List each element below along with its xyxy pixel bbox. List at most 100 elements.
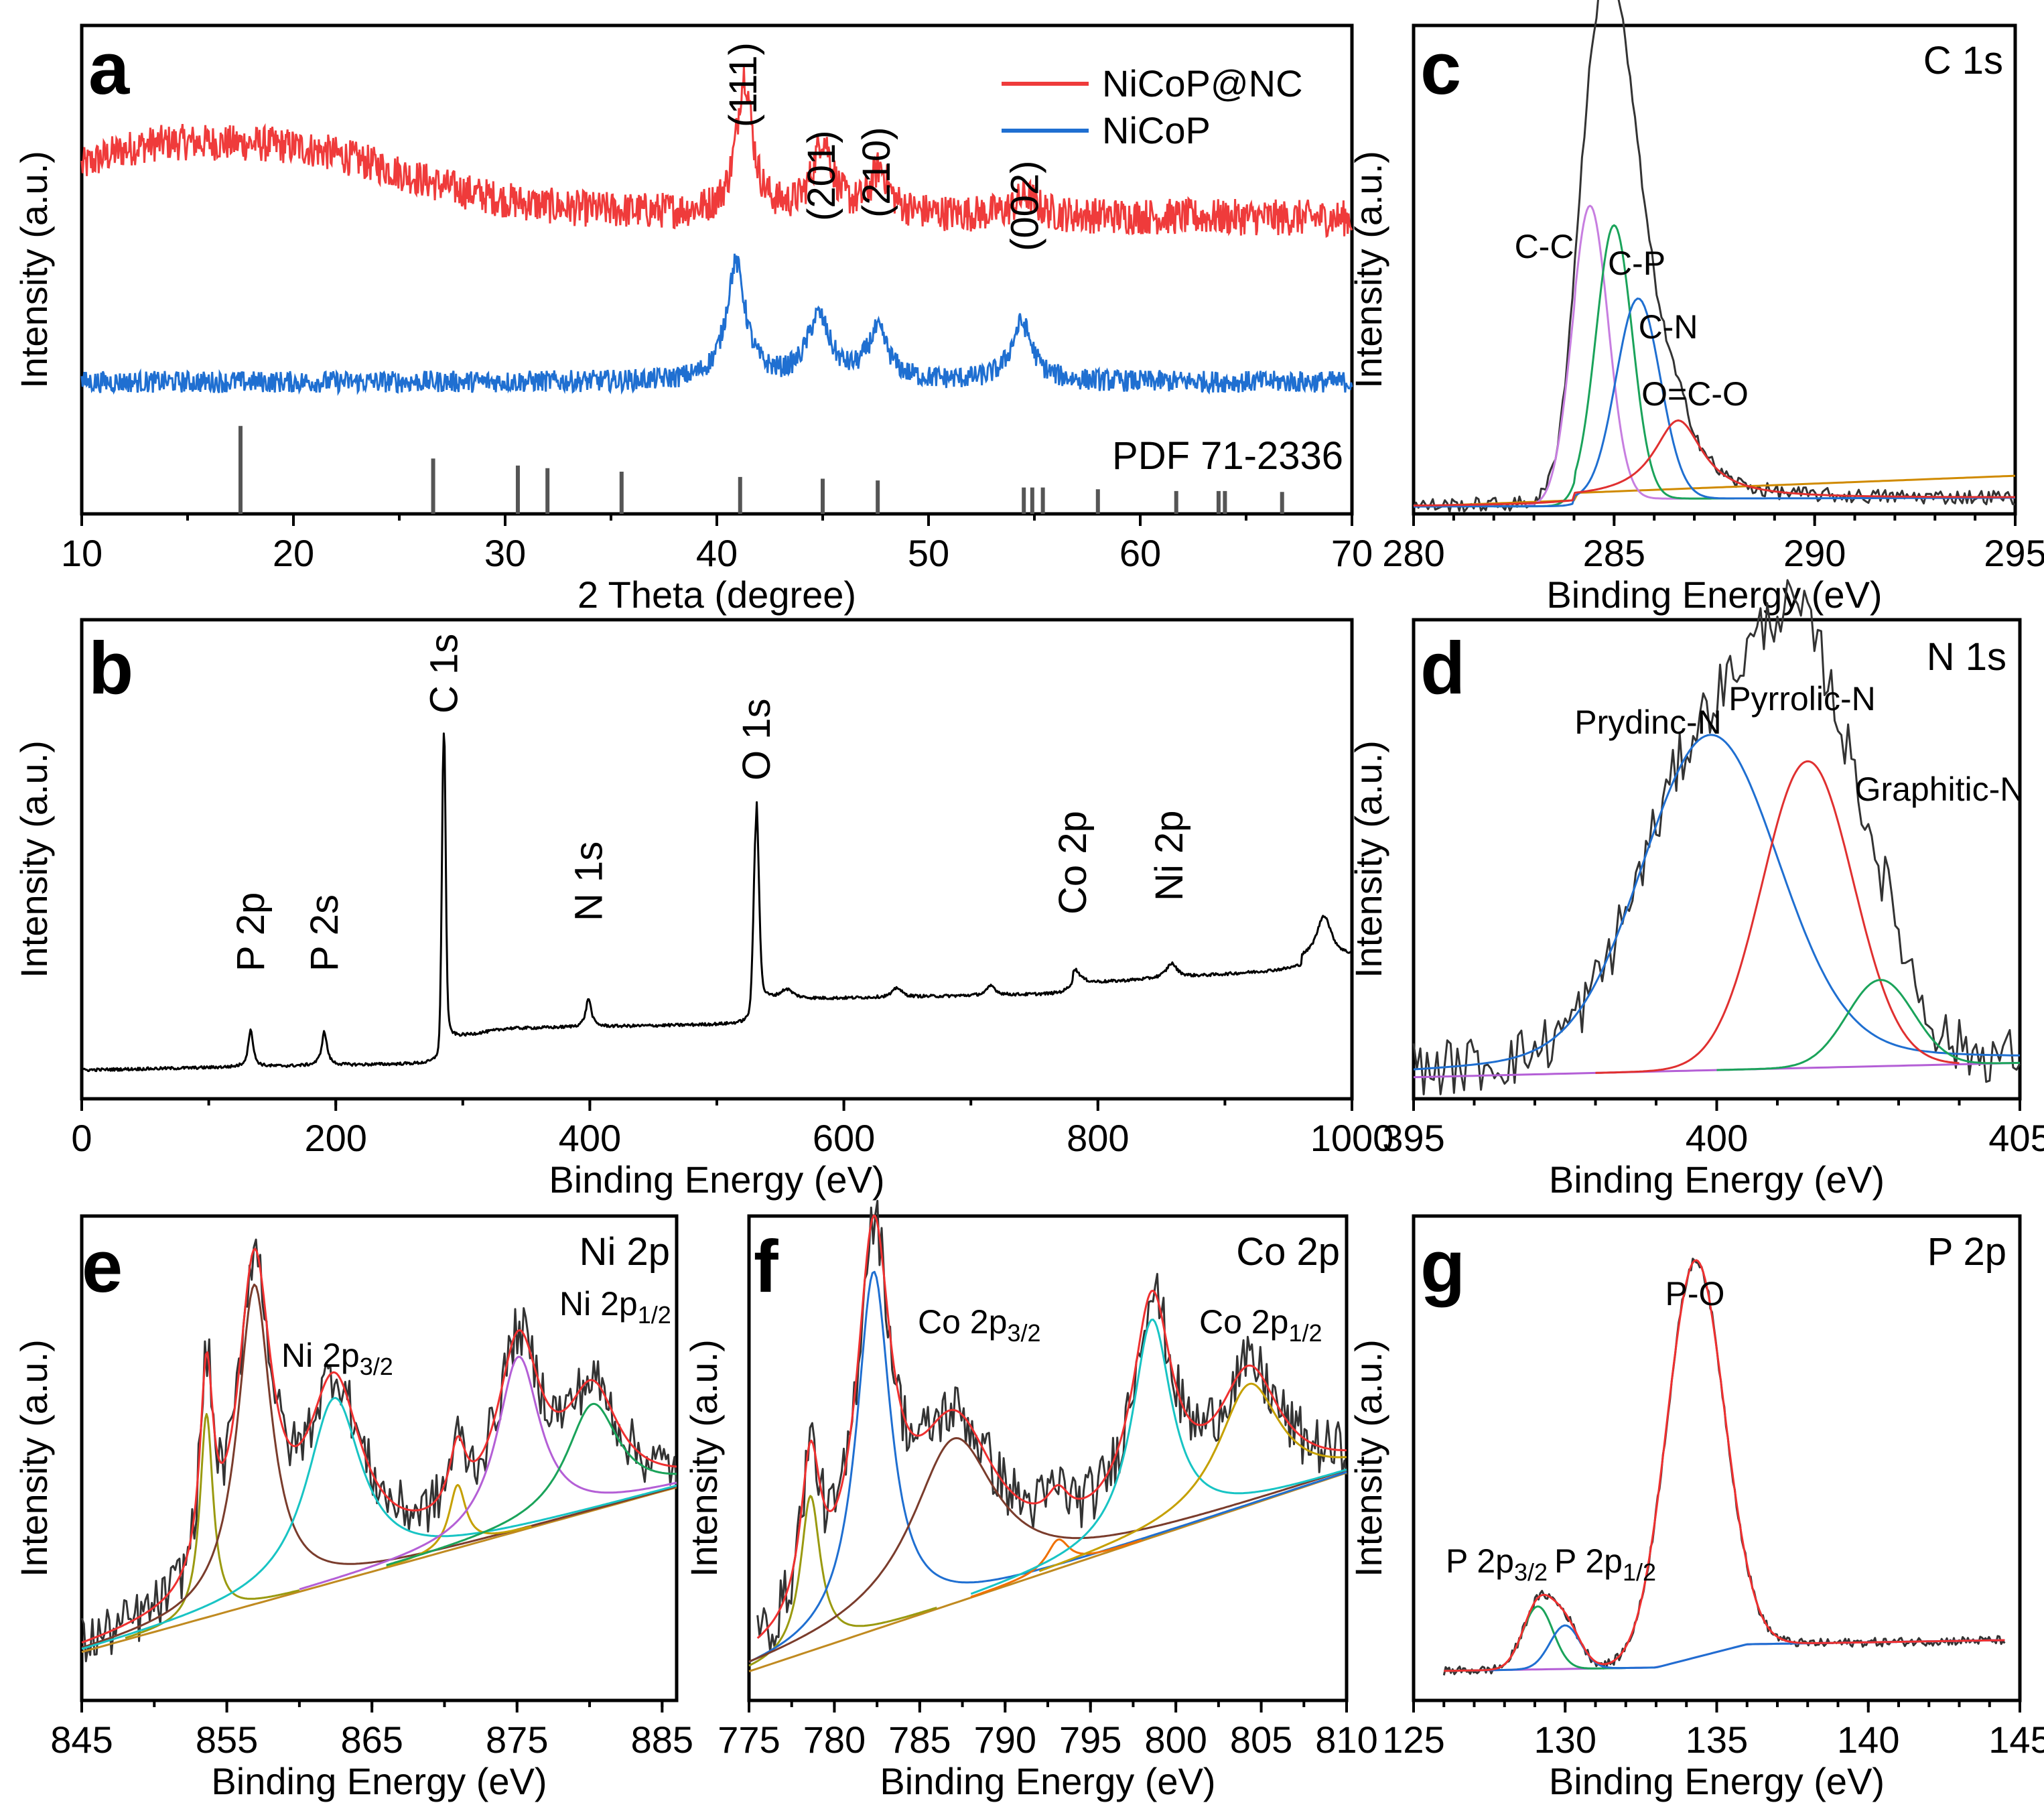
y-axis-title: Intensity (a.u.) — [13, 151, 55, 389]
x-tick-label: 10 — [61, 532, 103, 574]
component-line — [1038, 1382, 1347, 1572]
baseline-line — [748, 1471, 1347, 1673]
x-tick-label: 30 — [484, 532, 526, 574]
x-tick-label: 70 — [1331, 532, 1373, 574]
x-axis-title: Binding Energy (eV) — [549, 1158, 884, 1201]
y-axis-title: Intensity (a.u.) — [13, 1339, 55, 1577]
x-axis-title: Binding Energy (eV) — [211, 1760, 547, 1802]
panel-letter-e: e — [82, 1225, 123, 1308]
panel-title: N 1s — [1927, 635, 2006, 679]
x-tick-label: 795 — [1059, 1719, 1121, 1761]
x-tick-label: 785 — [888, 1719, 951, 1761]
component-label: O=C-O — [1641, 375, 1749, 413]
annotation-co-2p-3-2: Co 2p3/2 — [918, 1303, 1040, 1347]
legend-label: NiCoP — [1102, 109, 1211, 151]
annotation-p-2p-1-2: P 2p1/2 — [1554, 1542, 1656, 1586]
x-tick-label: 885 — [631, 1719, 693, 1761]
peak-label: Co 2p — [1051, 811, 1095, 915]
x-tick-label: 845 — [50, 1719, 113, 1761]
fit-envelope-line — [1444, 1259, 2005, 1672]
x-tick-label: 790 — [974, 1719, 1036, 1761]
baseline-line — [81, 1486, 677, 1654]
annotation-co-2p-1-2: Co 2p1/2 — [1199, 1303, 1322, 1347]
y-axis-title: Intensity (a.u.) — [1347, 740, 1389, 978]
panel-f: 775 780 785 790 795 800 805 810 Binding Energy (… — [683, 1199, 1378, 1802]
y-axis-title: Intensity (a.u.) — [1347, 151, 1389, 389]
plot-frame — [747, 1214, 1349, 1702]
annotation-p-2p-3-2: P 2p3/2 — [1446, 1542, 1548, 1586]
x-tick-label: 865 — [340, 1719, 403, 1761]
x-tick-label: 0 — [71, 1117, 92, 1159]
component-line-o-c-o — [1413, 419, 2015, 507]
x-tick-label: 395 — [1382, 1117, 1444, 1159]
plot-frame — [80, 1214, 679, 1702]
x-tick-label: 60 — [1119, 532, 1161, 574]
peak-label: (111) — [722, 42, 765, 127]
series-line-nicop-nc — [80, 66, 1353, 239]
peak-label: O 1s — [735, 699, 778, 781]
panel-letter-b: b — [88, 627, 133, 710]
series-line-nicop — [80, 253, 1353, 396]
panel-a: 10 20 30 40 50 60 70 2 Theta (degree) Intensity … — [13, 23, 1373, 616]
x-tick-label: 130 — [1534, 1719, 1596, 1761]
component-line — [748, 1437, 1347, 1663]
peak-label: (210) — [855, 127, 898, 218]
component-label: Pyrrolic-N — [1728, 680, 1875, 718]
x-tick-label: 140 — [1837, 1719, 1899, 1761]
component-label: Graphitic-N — [1855, 770, 2025, 808]
component-label: C-N — [1639, 308, 1698, 346]
x-tick-label: 20 — [273, 532, 314, 574]
panel-g: 125 130 135 140 145 Binding Energy (eV) Intens… — [1347, 1214, 2044, 1802]
x-tick-label: 200 — [304, 1117, 366, 1159]
x-tick-label: 800 — [1067, 1117, 1129, 1159]
x-axis-title: Binding Energy (eV) — [880, 1760, 1215, 1802]
series-line-raw — [1442, 1258, 2006, 1676]
panel-letter-a: a — [88, 27, 130, 110]
x-tick-label: 285 — [1583, 532, 1645, 574]
panel-letter-g: g — [1420, 1225, 1465, 1308]
baseline-line — [1413, 1061, 2021, 1079]
panel-b: 0 200 400 600 800 1000 Binding Energy (eV) Inte… — [13, 618, 1393, 1201]
panel-title: C 1s — [1923, 39, 2003, 82]
panel-c: 280 285 290 295 Binding Energy (eV) Intensity… — [1347, 0, 2044, 616]
panel-letter-c: c — [1420, 27, 1461, 110]
series-line-survey — [80, 732, 1353, 1073]
series-line-raw — [80, 1238, 678, 1662]
component-label: C-P — [1608, 245, 1665, 282]
component-line — [748, 1495, 937, 1667]
panel-title: Co 2p — [1236, 1230, 1340, 1274]
panel-d: 395 400 405 Binding Energy (eV) Intensity (a… — [1347, 579, 2044, 1201]
series-line-raw — [756, 1199, 1348, 1653]
component-line — [81, 1397, 677, 1650]
panel-letter-d: d — [1420, 627, 1465, 710]
x-tick-label: 780 — [803, 1719, 866, 1761]
annotation-ni-2p-3-2: Ni 2p3/2 — [281, 1337, 393, 1380]
x-axis-title: Binding Energy (eV) — [1546, 574, 1882, 616]
component-line — [970, 1538, 1142, 1598]
x-tick-label: 125 — [1382, 1719, 1444, 1761]
x-tick-label: 405 — [1988, 1117, 2044, 1159]
x-axis-title: 2 Theta (degree) — [577, 574, 856, 616]
annotation-ni-2p-1-2: Ni 2p1/2 — [559, 1285, 671, 1329]
peak-label: Ni 2p — [1148, 811, 1191, 901]
x-tick-label: 40 — [696, 532, 738, 574]
peak-label: P 2s — [303, 894, 346, 971]
reference-label: PDF 71-2336 — [1112, 434, 1343, 478]
x-tick-label: 135 — [1686, 1719, 1748, 1761]
y-axis-title: Intensity (a.u.) — [683, 1339, 725, 1577]
panel-title: Ni 2p — [580, 1230, 670, 1274]
plot-frame — [1412, 23, 2017, 516]
x-tick-label: 400 — [1686, 1117, 1748, 1159]
x-tick-label: 775 — [718, 1719, 780, 1761]
x-tick-label: 145 — [1988, 1719, 2044, 1761]
peak-label: P 2p — [229, 892, 273, 971]
x-tick-label: 805 — [1230, 1719, 1292, 1761]
component-label: C-C — [1515, 228, 1574, 265]
x-tick-label: 50 — [908, 532, 949, 574]
peak-label: N 1s — [567, 842, 611, 921]
component-line — [81, 1283, 677, 1649]
component-line — [970, 1319, 1347, 1595]
y-axis-title: Intensity (a.u.) — [13, 740, 55, 978]
x-tick-label: 290 — [1783, 532, 1846, 574]
